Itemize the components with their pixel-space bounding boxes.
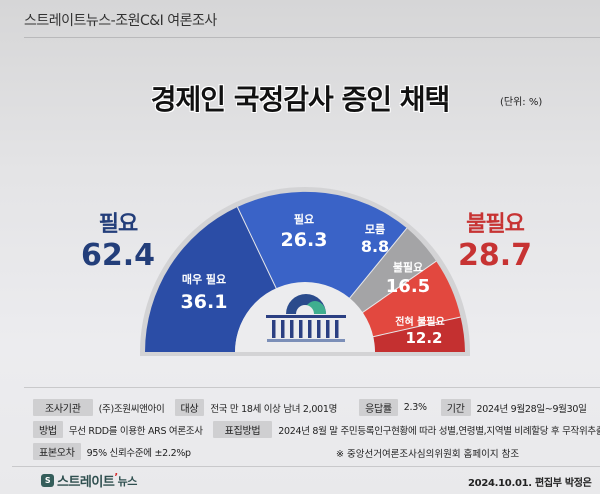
summary-no-need: 불필요 28.7 xyxy=(445,206,545,273)
sampling-value: 2024년 8월 말 주민등록인구현황에 따라 성별,연령별,지역별 비례할당 … xyxy=(278,425,600,437)
seg3-value: 16.5 xyxy=(386,276,430,297)
source-line: 스트레이트뉴스-조원C&I 여론조사 xyxy=(24,13,217,29)
segment-need xyxy=(237,191,407,299)
national-assembly-icon xyxy=(266,294,346,342)
segment-dividers xyxy=(236,206,461,338)
info-row-2: 방법 무선 RDD를 이용한 ARS 여론조사 표집방법 2024년 8월 말 … xyxy=(33,421,600,438)
org-value: (주)조원씨앤아이 xyxy=(98,403,165,415)
seg2-label: 모름 xyxy=(365,223,385,236)
summary-need-value: 62.4 xyxy=(80,238,156,273)
unit-label: (단위: %) xyxy=(500,97,543,108)
segment-not-at-all xyxy=(373,317,465,352)
brand-logo: S 스트레이트 ’ 뉴스 xyxy=(41,471,137,490)
footer-divider xyxy=(12,466,600,467)
segment-no-need xyxy=(362,261,461,337)
seg3-label: 불필요 xyxy=(393,260,423,274)
period-value: 2024년 9월28일~9월30일 xyxy=(476,403,587,415)
seg4-label: 전혀 불필요 xyxy=(395,315,444,328)
info-row-3: 표본오차 95% 신뢰수준에 ±2.2%p xyxy=(33,443,201,460)
chart-title: 경제인 국정감사 증인 채택 xyxy=(150,83,451,116)
period-tag: 기간 xyxy=(440,399,471,416)
method-tag: 방법 xyxy=(33,421,63,438)
seg2-value: 8.8 xyxy=(361,237,389,256)
summary-need: 필요 62.4 xyxy=(68,206,168,273)
brand-accent-icon: ’ xyxy=(114,472,118,483)
brand-sub: 뉴스 xyxy=(117,474,138,488)
info-divider-top xyxy=(24,387,600,388)
info-row-1: 조사기관 (주)조원씨앤아이 대상 전국 만 18세 이상 남녀 2,001명 … xyxy=(33,399,597,416)
error-value: 95% 신뢰수준에 ±2.2%p xyxy=(86,447,191,459)
brand-icon: S xyxy=(41,474,54,487)
segment-dont-know xyxy=(349,228,437,313)
summary-no-need-value: 28.7 xyxy=(457,238,533,273)
response-value: 2.3% xyxy=(403,402,427,413)
summary-no-need-label: 불필요 xyxy=(466,212,525,237)
seg1-label: 필요 xyxy=(294,212,314,226)
target-value: 전국 만 18세 이상 남녀 2,001명 xyxy=(210,403,338,415)
org-tag: 조사기관 xyxy=(33,399,93,416)
summary-need-label: 필요 xyxy=(98,212,138,237)
seg4-value: 12.2 xyxy=(405,329,442,347)
target-tag: 대상 xyxy=(174,399,205,416)
credit-line: 2024.10.01. 편집부 박정은 xyxy=(468,478,592,489)
reference-note: ※ 중앙선거여론조사심의위원회 홈페이지 참조 xyxy=(336,449,520,460)
segment-very-need xyxy=(145,207,277,352)
response-tag: 응답률 xyxy=(359,399,398,416)
header-divider xyxy=(24,37,600,38)
error-tag: 표본오차 xyxy=(33,443,81,460)
method-value: 무선 RDD를 이용한 ARS 여론조사 xyxy=(68,425,203,437)
brand-name: 스트레이트 xyxy=(57,475,115,490)
sampling-tag: 표집방법 xyxy=(212,421,273,438)
seg1-value: 26.3 xyxy=(281,229,328,251)
seg0-label: 매우 필요 xyxy=(182,272,226,286)
seg0-value: 36.1 xyxy=(181,291,228,313)
